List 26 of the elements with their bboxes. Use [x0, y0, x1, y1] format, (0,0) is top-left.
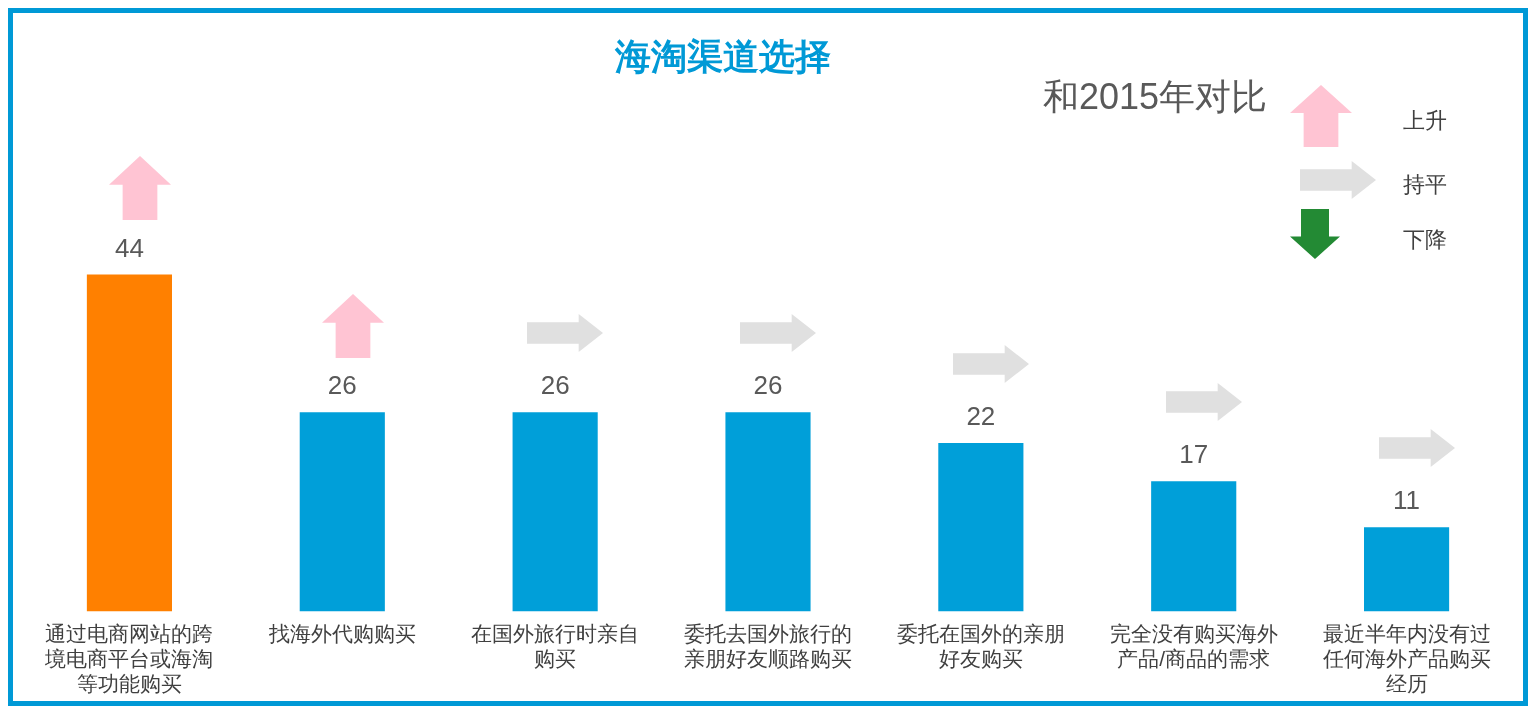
data-label: 26	[327, 370, 357, 401]
x-tick-label: 找海外代购购买	[267, 621, 416, 645]
data-label: 17	[1179, 439, 1209, 470]
x-tick-label: 完全没有购买海外产品/商品的需求	[1109, 621, 1278, 670]
text: 下降	[1403, 226, 1447, 254]
text: 上升	[1403, 107, 1447, 135]
bar	[299, 412, 385, 612]
text: 和2015年对比	[1043, 75, 1268, 119]
data-label: 22	[966, 401, 996, 432]
bar	[938, 442, 1024, 612]
bar	[1364, 527, 1450, 612]
bar	[86, 274, 172, 612]
bar	[512, 412, 598, 612]
x-tick-label: 委托去国外旅行的亲朋好友顺路购买	[684, 621, 852, 670]
data-label: 26	[540, 370, 570, 401]
chart-title: 海淘渠道选择	[615, 36, 831, 77]
text: 持平	[1403, 171, 1447, 199]
data-label: 44	[114, 232, 144, 263]
bar	[725, 412, 811, 612]
bar	[1151, 481, 1237, 612]
x-tick-label: 委托在国外的亲朋好友购买	[896, 621, 1065, 670]
x-tick-label: 最近半年内没有过任何海外产品购买经历	[1321, 621, 1491, 696]
x-tick-label: 通过电商网站的跨境电商平台或海淘等功能购买	[44, 621, 214, 696]
data-label: 26	[753, 370, 783, 401]
x-tick-label: 在国外旅行时亲自购买	[471, 621, 640, 670]
data-label: 11	[1393, 485, 1421, 516]
